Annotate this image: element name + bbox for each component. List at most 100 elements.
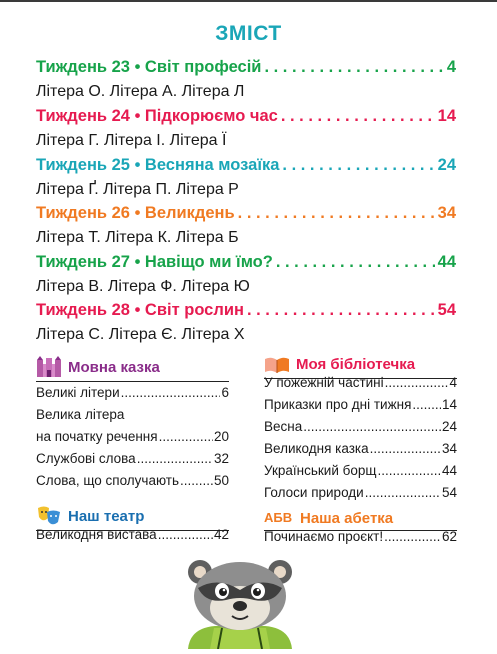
toc-item: Великодня вистава 42 [36, 524, 229, 546]
toc-item-page: 6 [221, 385, 229, 400]
section-moia-bibliotechka-header: Моя бібліотечка [264, 353, 415, 375]
toc-item-title: У пожежній частині [264, 375, 384, 390]
toc-item-page: 34 [441, 441, 457, 456]
dot-leader [370, 438, 441, 460]
week-entry: Тиждень 27 • Навіщо ми їмо? 44 Літера В. Л… [36, 253, 456, 296]
dot-leader [281, 107, 435, 126]
dot-leader [121, 382, 221, 404]
week-entry: Тиждень 23 • Світ професій 4 Літера О. Літ… [36, 58, 456, 101]
toc-item: У пожежній частині 4 [264, 372, 457, 394]
toc-item-title: Великі літери [36, 385, 120, 400]
week-page-number: 14 [437, 107, 456, 125]
section-moia-bibliotechka-title: Моя бібліотечка [296, 355, 416, 373]
toc-item-title: Службові слова [36, 451, 136, 466]
week-letters: Літера С. Літера Є. Літера Х [36, 326, 245, 343]
section-movna-kazka-title: Мовна казка [68, 358, 160, 376]
raccoon-illustration [170, 558, 310, 650]
toc-item: Великодня казка 34 [264, 438, 457, 460]
divider [264, 530, 457, 531]
week-entry: Тиждень 28 • Світ рослин 54 Літера С. Літе… [36, 301, 456, 344]
week-letters: Літера В. Літера Ф. Літера Ю [36, 278, 250, 295]
week-entry: Тиждень 24 • Підкорюємо час 14 Літера Г. Л… [36, 107, 456, 150]
dot-leader [158, 524, 213, 546]
toc-item: Великі літери 6 [36, 382, 229, 404]
week-letters: Літера Г. Літера І. Літера Ї [36, 132, 227, 149]
toc-item-title: Весна [264, 419, 303, 434]
top-border [0, 0, 497, 2]
toc-item-page: 50 [213, 473, 229, 488]
week-page-number: 54 [437, 301, 456, 319]
section-nasha-abetka-header: АБВ Наша абетка [264, 507, 393, 529]
toc-item-title: Слова, що сполучають [36, 473, 180, 488]
dot-leader [385, 372, 449, 394]
week-title: Тиждень 28 • Світ рослин [36, 301, 244, 319]
week-entry: Тиждень 25 • Весняна мозаїка 24 Літера Ґ. … [36, 156, 456, 199]
week-letters: Літера О. Літера А. Літера Л [36, 83, 245, 100]
week-title: Тиждень 25 • Весняна мозаїка [36, 156, 280, 174]
dot-leader [377, 460, 440, 482]
week-title: Тиждень 27 • Навіщо ми їмо? [36, 253, 273, 271]
divider [264, 378, 457, 379]
theater-masks-icon [36, 505, 62, 527]
week-page-number: 34 [437, 204, 456, 222]
page-title: ЗМІСТ [215, 22, 282, 45]
dot-leader [238, 204, 435, 223]
toc-item-title: Великодня вистава [36, 527, 157, 542]
open-book-icon [264, 353, 290, 375]
dot-leader [264, 58, 443, 77]
dot-leader [384, 526, 441, 548]
week-heading: Тиждень 23 • Світ професій 4 [36, 58, 456, 80]
section-moia-bibliotechka-list: У пожежній частині 4 Приказки про дні тижн… [264, 372, 457, 504]
week-heading: Тиждень 27 • Навіщо ми їмо? 44 [36, 253, 456, 275]
week-letters: Літера Ґ. Літера П. Літера Р [36, 181, 239, 198]
toc-item: на початку речення 20 [36, 426, 229, 448]
toc-item-page: 14 [441, 397, 457, 412]
toc-item-title: Український борщ [264, 463, 377, 478]
toc-item: Приказки про дні тижня 14 [264, 394, 457, 416]
week-page-number: 24 [437, 156, 456, 174]
section-movna-kazka-list: Великі літери 6 Велика літера на початку ре… [36, 382, 229, 492]
dot-leader [282, 156, 434, 175]
toc-item-page: 20 [213, 429, 229, 444]
toc-item: Весна 24 [264, 416, 457, 438]
dot-leader [276, 253, 435, 272]
dot-leader [365, 482, 441, 504]
section-nasha-abetka-list: Починаємо проєкт! 62 [264, 526, 457, 548]
toc-item-page: 62 [441, 529, 457, 544]
dot-leader [180, 470, 213, 492]
toc-item-page: 44 [441, 463, 457, 478]
toc-item-page: 32 [213, 451, 229, 466]
dot-leader [247, 301, 435, 320]
toc-item-page: 54 [441, 485, 457, 500]
toc-item: Службові слова 32 [36, 448, 229, 470]
week-heading: Тиждень 24 • Підкорюємо час 14 [36, 107, 456, 129]
abc-blocks-icon: АБВ [264, 510, 293, 525]
week-page-number: 4 [446, 58, 456, 76]
section-nash-teatr-list: Великодня вистава 42 [36, 524, 229, 546]
toc-item-title: на початку речення [36, 429, 158, 444]
toc-item: Український борщ 44 [264, 460, 457, 482]
section-movna-kazka-header: Мовна казка [36, 356, 160, 378]
week-heading: Тиждень 28 • Світ рослин 54 [36, 301, 456, 323]
toc-item-page: 42 [213, 527, 229, 542]
week-page-number: 44 [437, 253, 456, 271]
toc-item: Велика літера [36, 404, 229, 426]
week-title: Тиждень 23 • Світ професій [36, 58, 262, 76]
toc-item-page: 4 [449, 375, 457, 390]
week-title: Тиждень 26 • Великдень [36, 204, 235, 222]
section-nasha-abetka-title: Наша абетка [300, 509, 394, 527]
toc-item-page: 24 [441, 419, 457, 434]
week-letters: Літера Т. Літера К. Літера Б [36, 229, 239, 246]
week-heading: Тиждень 25 • Весняна мозаїка 24 [36, 156, 456, 178]
castle-icon [36, 356, 62, 378]
week-entry: Тиждень 26 • Великдень 34 Літера Т. Літера… [36, 204, 456, 247]
section-nash-teatr-title: Наш театр [68, 507, 145, 525]
toc-item: Слова, що сполучають 50 [36, 470, 229, 492]
toc-item-title: Голоси природи [264, 485, 364, 500]
dot-leader [137, 448, 213, 470]
toc-item: Голоси природи 54 [264, 482, 457, 504]
toc-item-title: Приказки про дні тижня [264, 397, 412, 412]
toc-item: Починаємо проєкт! 62 [264, 526, 457, 548]
divider [36, 530, 229, 531]
dot-leader [159, 426, 213, 448]
